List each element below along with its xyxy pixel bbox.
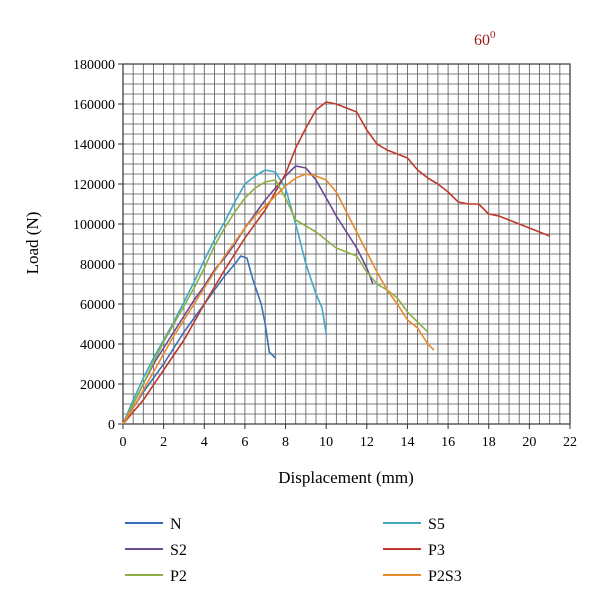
x-tick-label: 6 xyxy=(241,435,248,450)
minor-grid xyxy=(123,64,570,424)
x-tick-label: 20 xyxy=(522,435,536,450)
y-tick-label: 180000 xyxy=(73,58,115,73)
y-tick-label: 140000 xyxy=(73,138,115,153)
x-tick-label: 4 xyxy=(201,435,208,450)
legend-label-p3: P3 xyxy=(428,542,445,559)
y-tick-label: 120000 xyxy=(73,178,115,193)
x-axis-title: Displacement (mm) xyxy=(278,468,414,487)
x-tick-label: 2 xyxy=(160,435,167,450)
series-lines xyxy=(122,101,550,425)
y-tick-label: 100000 xyxy=(73,218,115,233)
legend: N S5 S2 P3 P2 P2S3 xyxy=(125,516,462,585)
x-tick-label: 10 xyxy=(319,435,333,450)
series-line-s5 xyxy=(122,169,327,425)
x-tick-label: 22 xyxy=(563,435,577,450)
y-tick-label: 0 xyxy=(108,418,115,433)
series-line-p3 xyxy=(122,101,550,425)
series-line-p2 xyxy=(122,179,429,425)
y-tick-label: 160000 xyxy=(73,98,115,113)
angle-annotation-degree: 0 xyxy=(490,29,496,41)
y-axis-ticks: 0 20000 40000 60000 80000 100000 120000 140000 1… xyxy=(73,58,123,433)
y-tick-label: 40000 xyxy=(80,338,115,353)
angle-annotation: 600 xyxy=(474,29,496,49)
x-tick-label: 12 xyxy=(360,435,374,450)
legend-label-p2: P2 xyxy=(170,568,187,585)
x-axis-ticks: 0 2 4 6 8 10 12 14 16 18 20 22 xyxy=(120,424,577,450)
angle-annotation-value: 60 xyxy=(474,32,490,49)
y-tick-label: 20000 xyxy=(80,378,115,393)
x-tick-label: 8 xyxy=(282,435,289,450)
series-line-p2s3 xyxy=(122,173,435,425)
plot-frame xyxy=(122,63,571,425)
y-axis-title: Load (N) xyxy=(23,212,42,275)
x-tick-label: 18 xyxy=(482,435,496,450)
x-tick-label: 0 xyxy=(120,435,127,450)
legend-label-s2: S2 xyxy=(170,542,187,559)
series-line-n xyxy=(122,255,276,425)
legend-label-n: N xyxy=(170,516,182,533)
plot-border xyxy=(122,63,571,425)
legend-label-p2s3: P2S3 xyxy=(428,568,462,585)
x-tick-label: 14 xyxy=(400,435,414,450)
y-tick-label: 80000 xyxy=(80,258,115,273)
legend-label-s5: S5 xyxy=(428,516,445,533)
y-tick-label: 60000 xyxy=(80,298,115,313)
x-tick-label: 16 xyxy=(441,435,455,450)
series-line-s2 xyxy=(122,165,374,425)
